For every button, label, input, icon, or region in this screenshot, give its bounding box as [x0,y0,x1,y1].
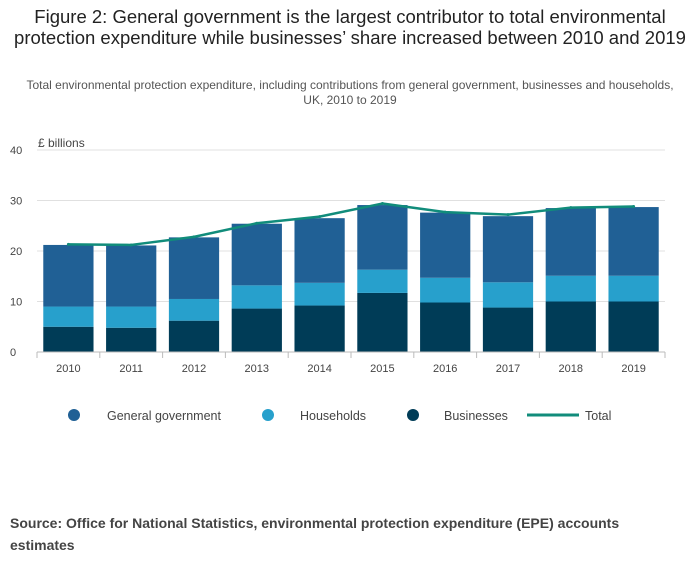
legend: General government Households Businesses To… [68,409,611,423]
bar-segment-businesses [608,301,659,352]
bar-segment-households [420,277,471,303]
bar-segment-businesses [482,307,534,352]
bar-segment-general-government [43,244,94,307]
chart-title: Figure 2: General government is the larg… [14,6,686,48]
bar-segment-households [231,285,282,309]
bar-segment-general-government [106,245,157,307]
y-tick-label: 30 [10,196,22,208]
bar-segment-general-government [420,212,471,278]
total-point [129,243,133,247]
bar-segment-businesses [357,292,408,352]
bar-segment-businesses [294,305,345,352]
x-axis: 2010 2011 2012 2013 2014 2015 2016 2017 2018 2019 [36,351,666,375]
bar-segment-general-government [545,208,596,276]
bar-segment-general-government [608,207,659,276]
x-tick-label: 2017 [496,363,520,375]
bars [43,205,659,352]
x-tick-label: 2010 [56,363,80,375]
legend-circle-marker [262,409,274,421]
bar-segment-households [482,282,534,308]
total-point [192,235,196,239]
y-tick-label: 10 [10,297,22,309]
total-point [506,213,510,217]
total-point [66,242,70,246]
bar-segment-businesses [420,302,471,352]
y-axis: 0 10 20 30 40 [10,145,22,359]
bar-segment-general-government [357,205,408,270]
bar-segment-households [357,269,408,293]
x-tick-label: 2013 [245,363,269,375]
total-point [255,221,259,225]
legend-label: Businesses [444,409,508,423]
legend-label: General government [107,409,221,423]
x-tick-label: 2014 [307,363,331,375]
x-tick-label: 2015 [370,363,394,375]
x-tick-label: 2012 [182,363,206,375]
bar-segment-households [43,306,94,327]
x-tick-label: 2019 [621,363,645,375]
bar-segment-businesses [106,327,157,352]
bar-segment-households [608,275,659,302]
bar-segment-general-government [231,223,282,286]
bar-segment-businesses [545,301,596,352]
legend-circle-marker [407,409,419,421]
bar-segment-households [106,306,157,328]
bar-segment-households [545,275,596,302]
chart-subtitle: Total environmental protection expenditu… [26,78,674,107]
total-point [569,206,573,210]
bar-segment-general-government [294,218,345,283]
legend-label: Households [300,409,366,423]
x-tick-label: 2018 [559,363,583,375]
bar-segment-businesses [168,320,220,352]
total-line-series [66,202,636,247]
total-point [380,202,384,206]
total-point [318,215,322,219]
y-tick-label: 0 [10,347,16,359]
legend-label: Total [585,409,611,423]
x-tick-label: 2011 [119,363,143,375]
legend-circle-marker [68,409,80,421]
total-line [68,202,634,247]
bar-segment-households [168,298,220,321]
total-point [443,210,447,214]
y-axis-label: £ billions [38,136,85,150]
x-tick-label: 2016 [433,363,457,375]
total-point [632,205,636,209]
bar-segment-businesses [231,308,282,352]
source-note: Source: Office for National Statistics, … [10,515,620,553]
bar-segment-general-government [482,216,534,283]
y-tick-label: 20 [10,246,22,258]
bar-segment-businesses [43,326,94,352]
y-tick-label: 40 [10,145,22,157]
bar-segment-general-government [168,237,220,299]
bar-segment-households [294,282,345,306]
